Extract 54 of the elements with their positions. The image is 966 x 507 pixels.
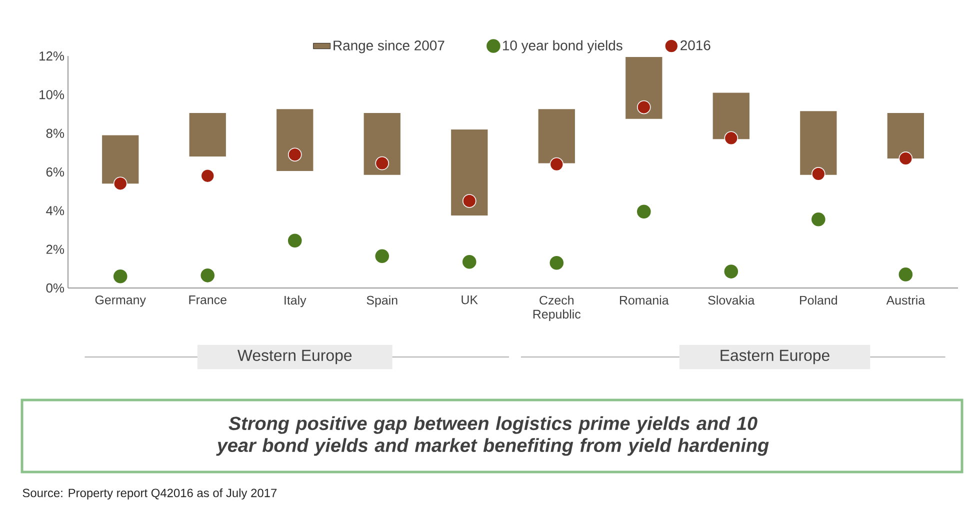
legend-label: Range since 2007 [334, 40, 444, 54]
x-tick-label: Slovakia [708, 296, 755, 305]
point [462, 254, 476, 269]
legend-label: 10 year bond yields [503, 40, 622, 54]
bar [102, 135, 139, 184]
x-tick-label: Czech Republic [533, 296, 581, 322]
point [724, 131, 738, 146]
point [812, 167, 826, 181]
bar [887, 113, 924, 158]
y-tick-label: 2% [46, 244, 64, 254]
point [898, 152, 913, 166]
y-tick-label: 8% [46, 128, 64, 138]
point [113, 269, 128, 284]
y-tick-label: 0% [46, 283, 64, 293]
text: Strong positive gap between logistics prime yields and 10 year bond yields and market benefiting from yield hardening [216, 416, 769, 456]
bar [626, 56, 662, 119]
x-tick-label: France [189, 296, 226, 304]
bar [712, 92, 750, 140]
y-tick-label: 4% [46, 206, 64, 216]
point [462, 194, 476, 208]
text: Eastern Europe [720, 350, 830, 364]
point [288, 148, 302, 162]
x-tick-label: Romania [620, 296, 669, 305]
point [200, 268, 215, 282]
source-note: Source: Property report Q42016 as of July 2017 [22, 488, 277, 500]
y-tick-label: 6% [46, 167, 64, 177]
y-tick-label: 10% [40, 90, 64, 100]
x-tick-label: Germany [95, 296, 146, 307]
y-tick-label: 12% [40, 51, 64, 61]
point [636, 100, 651, 114]
bar [538, 109, 575, 164]
x-tick-label: UK [462, 296, 478, 304]
x-tick-label: Austria [886, 296, 926, 305]
point [550, 157, 564, 172]
point [550, 256, 564, 270]
point [375, 156, 390, 170]
text: Western Europe [237, 350, 352, 364]
point [724, 264, 738, 278]
point [812, 212, 826, 226]
x-tick-label: Italy [284, 296, 306, 308]
bar [800, 111, 837, 175]
bar [451, 129, 488, 216]
point [375, 249, 390, 263]
point [898, 268, 913, 282]
bar [189, 113, 226, 157]
point [636, 204, 651, 219]
legend-label: 2016 [680, 40, 710, 50]
point [200, 168, 215, 183]
point [288, 234, 302, 248]
x-tick-label: Spain [366, 296, 398, 308]
bar [364, 113, 400, 175]
bar [276, 109, 314, 172]
x-tick-label: Poland [800, 296, 837, 305]
point [113, 176, 128, 190]
